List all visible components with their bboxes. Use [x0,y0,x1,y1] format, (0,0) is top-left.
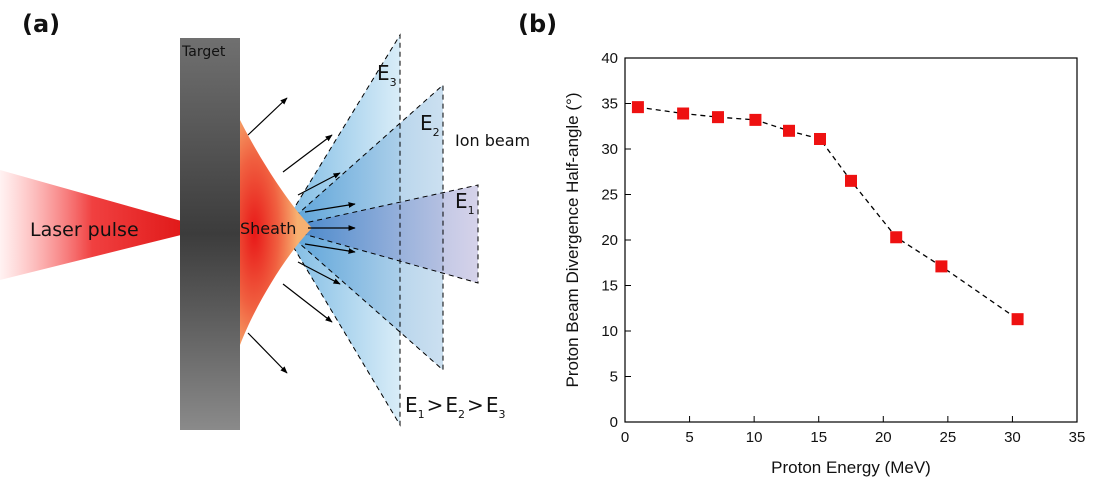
beam-label: E2 [420,111,440,139]
beam-base: E [455,189,468,213]
plot-frame [624,57,1078,423]
x-tick-label: 20 [875,429,892,446]
panel-label: (b) [518,10,557,38]
arrows [247,97,356,374]
x-tick-label: 5 [685,429,693,446]
marker [935,260,948,273]
y-tick-label: 5 [610,369,618,386]
marker [631,101,644,114]
beam-sub: 2 [433,126,440,139]
target [180,38,240,430]
x-tick-label: 25 [940,429,957,446]
diagram: (a) Target Laser pulse Sheath Ion beam E… [0,10,530,430]
rel-base: E [445,393,458,417]
y-tick-label: 25 [601,187,618,204]
y-tick-label: 35 [601,96,618,113]
marker [711,111,724,124]
panel-label: (a) [22,10,60,38]
rel-base: E [405,393,418,417]
beam-sub: 3 [390,76,397,89]
beam-label: E1 [455,189,475,217]
y-tick-label: 0 [610,414,618,431]
y-tick-label: 30 [601,141,618,158]
chart: (b) Proton Energy (MeV) Proton Beam Dive… [518,10,1085,477]
marker [1011,313,1024,326]
marker [677,107,690,120]
laser-label: Laser pulse [30,219,139,241]
x-axis-label: Proton Energy (MeV) [771,458,931,477]
y-axis-label: Proton Beam Divergence Half-angle (°) [563,93,582,388]
sheath-label: Sheath [240,219,296,238]
x-tick-label: 35 [1069,429,1086,446]
rel-sub: 1 [418,408,425,421]
marker [845,174,857,187]
marker [783,124,796,137]
rel-sign: > [427,393,444,417]
beam-base: E [377,61,390,85]
laser-beam [0,170,185,280]
beam-edges [281,33,479,427]
ion-beam-label: Ion beam [455,131,530,150]
rel-sub: 2 [458,408,465,421]
x-tick-label: 10 [746,429,763,446]
beam-label: E3 [377,61,397,89]
y-tick-label: 10 [601,323,618,340]
target-label: Target [181,44,226,60]
rel-sign: > [467,393,484,417]
y-tick-label: 15 [601,278,618,295]
rel-base: E [486,393,499,417]
rel-sub: 3 [498,408,505,421]
y-tick-label: 20 [601,232,618,249]
beam-sub: 1 [468,204,475,217]
beam-base: E [420,111,433,135]
series-line [637,106,1018,320]
x-tick-label: 0 [621,429,629,446]
marker [890,231,903,244]
marker [814,132,827,145]
y-tick-label: 40 [601,50,618,67]
x-tick-label: 30 [1004,429,1021,446]
marker [749,113,762,126]
x-tick-label: 15 [810,429,827,446]
beam-e1 [282,185,478,283]
sheath [240,120,312,345]
relation: E1 > E2 > E3 [405,393,505,421]
